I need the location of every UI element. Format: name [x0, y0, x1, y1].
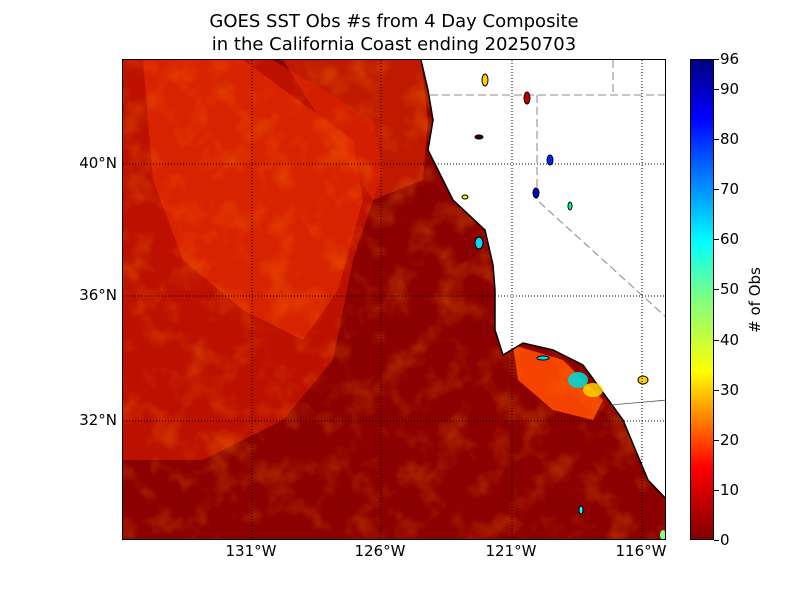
colorbar-tick [714, 189, 719, 190]
colorbar-tick-label: 0 [720, 531, 730, 549]
colorbar-tick [714, 139, 719, 140]
map-canvas [123, 60, 665, 539]
colorbar-tick-label: 96 [720, 50, 740, 68]
colorbar-tick [714, 59, 719, 60]
colorbar-tick-label: 90 [720, 80, 740, 98]
state-border-ca-nv [536, 95, 665, 317]
colorbar-label: # of Obs [746, 267, 764, 333]
colorbar-tick [714, 440, 719, 441]
border-mexico [610, 399, 665, 406]
colorbar-tick-label: 80 [720, 130, 740, 148]
colorbar-tick [714, 289, 719, 290]
lon-label-121w: 121°W [485, 542, 537, 560]
colorbar-tick-label: 60 [720, 230, 740, 248]
colorbar-tick [714, 89, 719, 90]
map-title-line-2: in the California Coast ending 20250703 [211, 34, 577, 55]
colorbar-tick-label: 10 [720, 481, 740, 499]
colorbar-tick-label: 50 [720, 280, 740, 298]
lon-label-126w: 126°W [354, 542, 406, 560]
colorbar-tick-label: 30 [720, 381, 740, 399]
map-title-line-1: GOES SST Obs #s from 4 Day Composite [209, 11, 579, 32]
colorbar-tick [714, 239, 719, 240]
map-title: GOES SST Obs #s from 4 Day Composite in … [122, 10, 666, 56]
inland-features [461, 73, 665, 539]
colorbar-tick-label: 20 [720, 431, 740, 449]
lon-label-116w: 116°W [615, 542, 667, 560]
colorbar-tick-label: 70 [720, 180, 740, 198]
colorbar-tick [714, 540, 719, 541]
colorbar-tick-label: 40 [720, 331, 740, 349]
land-area [421, 60, 665, 498]
colorbar-tick [714, 340, 719, 341]
colorbar-tick [714, 490, 719, 491]
lat-label-32n: 32°N [79, 411, 117, 429]
graticule [123, 60, 665, 539]
colorbar [690, 59, 714, 540]
sst-map[interactable] [122, 59, 666, 540]
coastline [420, 60, 665, 499]
lon-label-131w: 131°W [225, 542, 277, 560]
lat-label-40n: 40°N [79, 154, 117, 172]
colorbar-tick [714, 390, 719, 391]
lat-label-36n: 36°N [79, 286, 117, 304]
